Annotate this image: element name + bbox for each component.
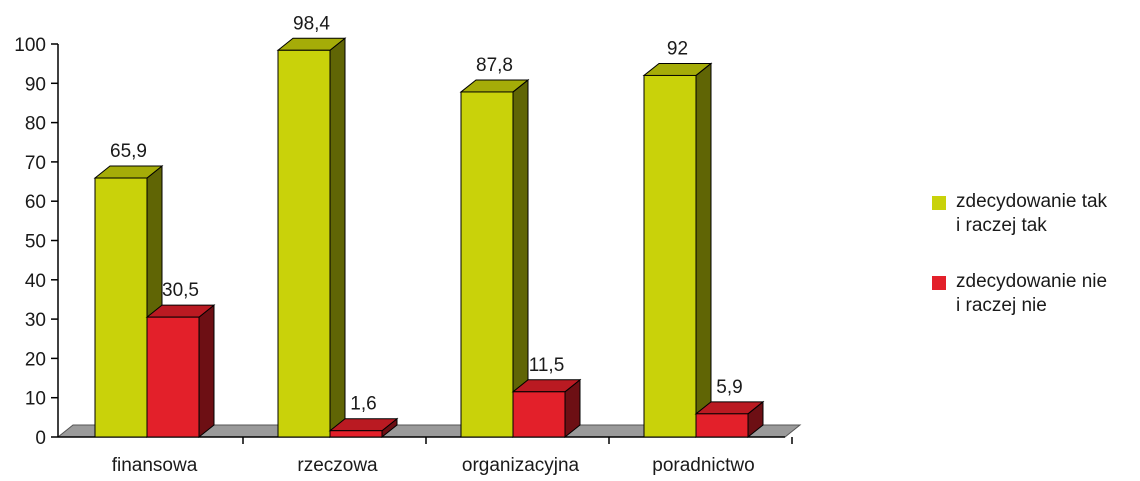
bar: [643, 74, 697, 438]
legend-label-tak-line1: zdecydowanie tak: [956, 191, 1108, 212]
bar-side: [695, 62, 712, 439]
y-tick-label: 80: [25, 114, 46, 135]
y-tick-label: 30: [25, 310, 46, 331]
data-label: 87,8: [476, 55, 513, 76]
y-tick-label: 40: [25, 271, 46, 292]
bar: [460, 91, 514, 438]
bar: [146, 316, 200, 438]
bar: [277, 49, 331, 438]
x-tick-label: finansowa: [112, 455, 198, 476]
x-tick-label: rzeczowa: [297, 455, 378, 476]
legend: zdecydowanie tak i raczej tak zdecydowan…: [932, 190, 1137, 350]
y-tick-label: 10: [25, 389, 46, 410]
x-tick-label: organizacyjna: [462, 455, 580, 476]
y-tick-label: 50: [25, 232, 46, 253]
legend-item-tak: zdecydowanie tak i raczej tak: [932, 190, 1137, 238]
bar: [94, 177, 148, 438]
legend-label-nie-line1: zdecydowanie nie: [956, 271, 1108, 292]
y-tick-label: 20: [25, 349, 46, 370]
x-tick-label: poradnictwo: [652, 455, 754, 476]
data-label: 5,9: [716, 377, 742, 398]
legend-label-nie-line2: i raczej nie: [956, 295, 1047, 316]
legend-swatch-nie: [932, 276, 946, 290]
data-label: 1,6: [350, 394, 376, 415]
legend-label-tak-line2: i raczej tak: [956, 215, 1047, 236]
legend-item-nie: zdecydowanie nie i raczej nie: [932, 270, 1137, 318]
data-label: 98,4: [293, 13, 330, 34]
bar: [512, 391, 566, 438]
y-tick-label: 60: [25, 192, 46, 213]
bar-side: [198, 304, 215, 439]
y-tick-label: 90: [25, 74, 46, 95]
y-tick-label: 0: [35, 428, 46, 449]
y-tick-label: 100: [14, 35, 46, 56]
legend-swatch-tak: [932, 196, 946, 210]
data-label: 92: [667, 38, 688, 59]
bar: [329, 430, 383, 438]
data-label: 11,5: [529, 355, 565, 376]
data-label: 30,5: [162, 280, 199, 301]
bar-side: [329, 37, 346, 439]
data-label: 65,9: [110, 141, 147, 162]
y-tick-label: 70: [25, 153, 46, 174]
bar: [695, 413, 749, 438]
